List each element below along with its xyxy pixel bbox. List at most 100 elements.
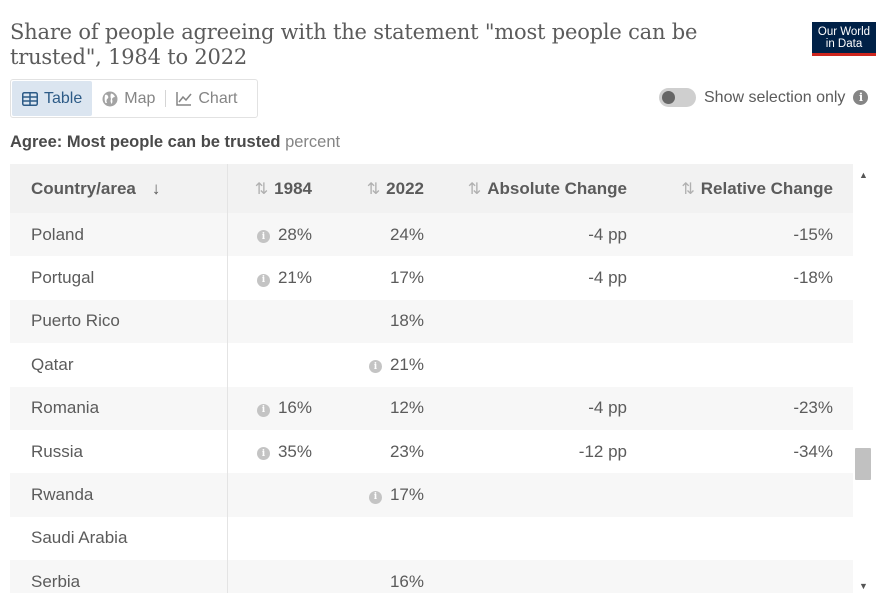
sort-icon: ⇅	[254, 180, 269, 198]
header-country-label: Country/area	[31, 178, 136, 198]
header-absolute-change-label: Absolute Change	[487, 178, 627, 198]
cell-2022-value: 16%	[389, 571, 424, 591]
cell-country: Rwanda	[10, 473, 228, 517]
cell-absolute-change-value: -4 pp	[588, 224, 627, 244]
metric-unit: percent	[285, 133, 341, 151]
cell-relative-change-value: -15%	[793, 224, 833, 244]
cell-country-value: Portugal	[31, 268, 95, 288]
table-row[interactable]: Serbia 16%	[10, 560, 853, 593]
header-absolute-change[interactable]: ⇅ Absolute Change	[444, 164, 647, 213]
cell-2022-value: 18%	[389, 311, 424, 331]
header-country[interactable]: Country/area ↓	[10, 164, 228, 213]
tab-chart[interactable]: Chart	[166, 81, 247, 116]
cell-1984: i 21%	[227, 256, 332, 299]
cell-country: Poland	[10, 213, 228, 257]
table-row[interactable]: Saudi Arabia	[10, 516, 853, 561]
cell-2022-value: 17%	[389, 485, 424, 505]
tab-map-label: Map	[124, 89, 156, 107]
tab-table[interactable]: Table	[12, 81, 93, 116]
cell-2022: 16%	[332, 560, 444, 593]
cell-relative-change	[647, 300, 853, 343]
cell-country-value: Saudi Arabia	[31, 528, 128, 548]
header-1984[interactable]: ⇅ 1984	[227, 164, 332, 213]
cell-country: Russia	[10, 429, 228, 474]
cell-absolute-change: -4 pp	[444, 213, 647, 256]
table-row[interactable]: Puerto Rico 18%	[10, 299, 853, 344]
cell-1984	[227, 560, 332, 593]
cell-2022: 23%	[332, 430, 444, 473]
note-info-icon[interactable]: i	[256, 230, 270, 244]
cell-relative-change-value: -18%	[793, 268, 833, 288]
cell-absolute-change-value: -4 pp	[588, 398, 627, 418]
tab-table-label: Table	[44, 89, 83, 107]
sort-icon: ⇅	[467, 180, 482, 198]
cell-2022-value: 12%	[389, 398, 424, 418]
cell-1984: i 28%	[227, 213, 332, 256]
cell-2022: 12%	[332, 387, 444, 430]
table-row[interactable]: Qatar i 21%	[10, 343, 853, 387]
tab-map[interactable]: Map	[92, 81, 165, 116]
cell-2022-value: 23%	[389, 441, 424, 461]
cell-absolute-change: -4 pp	[444, 256, 647, 299]
cell-relative-change	[647, 517, 853, 560]
owid-logo[interactable]: Our World in Data	[812, 22, 876, 56]
header-relative-change-label: Relative Change	[700, 178, 833, 198]
cell-country-value: Puerto Rico	[31, 311, 120, 331]
scroll-up-arrow-icon[interactable]: ▲	[859, 170, 868, 180]
scrollbar-thumb[interactable]	[855, 448, 871, 480]
cell-absolute-change	[444, 560, 647, 593]
cell-country: Serbia	[10, 560, 228, 593]
note-info-icon[interactable]: i	[256, 447, 270, 461]
cell-country: Portugal	[10, 256, 228, 300]
show-selection-toggle[interactable]	[659, 88, 696, 107]
table-row[interactable]: Russia i 35% 23% -12 pp -34%	[10, 429, 853, 474]
tab-chart-label: Chart	[198, 89, 238, 107]
note-info-icon[interactable]: i	[368, 360, 382, 374]
cell-2022-value: 21%	[389, 354, 424, 374]
cell-relative-change-value: -34%	[793, 441, 833, 461]
cell-absolute-change	[444, 473, 647, 516]
table-icon	[22, 91, 38, 106]
table-row[interactable]: Rwanda i 17%	[10, 473, 853, 517]
cell-country-value: Rwanda	[31, 485, 94, 505]
cell-1984-value: 16%	[277, 398, 312, 418]
table-body: Poland i 28% 24% -4 pp -15% Portugal i 21% 17% -4 …	[10, 213, 853, 593]
header-2022[interactable]: ⇅ 2022	[332, 164, 444, 213]
table-row[interactable]: Romania i 16% 12% -4 pp -23%	[10, 386, 853, 430]
globe-icon	[102, 91, 118, 106]
info-icon[interactable]: i	[853, 90, 869, 105]
cell-absolute-change: -4 pp	[444, 387, 647, 430]
cell-country-value: Poland	[31, 224, 84, 244]
cell-1984	[227, 517, 332, 560]
cell-2022: 17%	[332, 256, 444, 299]
toggle-knob	[662, 91, 675, 104]
cell-absolute-change	[444, 517, 647, 560]
cell-country: Saudi Arabia	[10, 516, 228, 561]
cell-relative-change: -23%	[647, 387, 853, 430]
cell-2022: 18%	[332, 300, 444, 343]
cell-2022-value: 24%	[389, 224, 424, 244]
cell-absolute-change	[444, 343, 647, 386]
note-info-icon[interactable]: i	[368, 490, 382, 504]
cell-1984: i 35%	[227, 430, 332, 473]
sort-desc-icon: ↓	[151, 178, 161, 198]
cell-relative-change	[647, 560, 853, 593]
cell-1984-value: 21%	[277, 268, 312, 288]
note-info-icon[interactable]: i	[256, 273, 270, 287]
cell-2022: 24%	[332, 213, 444, 256]
cell-1984-value: 28%	[277, 224, 312, 244]
view-tabs: Table Map Chart	[10, 79, 258, 118]
cell-1984-value: 35%	[277, 441, 312, 461]
header-relative-change[interactable]: ⇅ Relative Change	[647, 164, 853, 213]
show-selection-label: Show selection only	[704, 88, 846, 106]
cell-relative-change: -18%	[647, 256, 853, 299]
note-info-icon[interactable]: i	[256, 403, 270, 417]
table-row[interactable]: Portugal i 21% 17% -4 pp -18%	[10, 256, 853, 300]
cell-country-value: Serbia	[31, 571, 81, 591]
chart-title: Share of people agreeing with the statem…	[10, 20, 698, 69]
cell-country-value: Qatar	[31, 354, 74, 374]
table-row[interactable]: Poland i 28% 24% -4 pp -15%	[10, 213, 853, 257]
logo-line-2: in Data	[825, 38, 863, 50]
table-scrollbar[interactable]: ▲ ▼	[853, 164, 875, 593]
scroll-down-arrow-icon[interactable]: ▼	[859, 581, 868, 591]
